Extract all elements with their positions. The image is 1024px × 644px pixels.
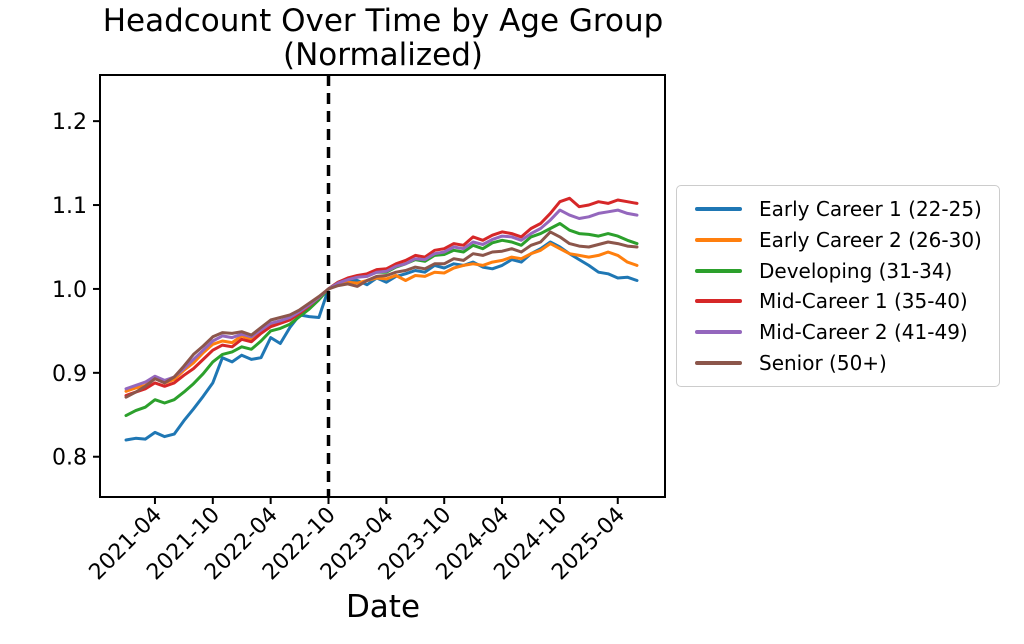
legend-line-swatch — [695, 206, 742, 211]
legend-item: Mid-Career 2 (41-49) — [687, 320, 989, 344]
chart-title: Headcount Over Time by Age Group (Normal… — [100, 4, 666, 72]
y-tick-label: 0.9 — [52, 362, 87, 387]
series-line-senior-50 — [124, 230, 639, 399]
legend-item: Developing (31-34) — [687, 259, 989, 283]
x-axis-label: Date — [345, 589, 421, 625]
chart-title-line1: Headcount Over Time by Age Group — [102, 3, 664, 39]
legend-item: Early Career 1 (22-25) — [687, 197, 989, 221]
legend-label: Early Career 2 (26-30) — [759, 227, 982, 252]
y-tick-label: 1.1 — [52, 194, 87, 219]
legend: Early Career 1 (22-25) Early Career 2 (26… — [676, 185, 1000, 387]
y-tick-label: 1.2 — [52, 110, 87, 135]
plot-frame — [99, 74, 666, 498]
legend-line-swatch — [695, 237, 742, 242]
legend-line-swatch — [695, 268, 742, 273]
legend-label: Early Career 1 (22-25) — [759, 196, 982, 221]
legend-label: Mid-Career 2 (41-49) — [759, 320, 968, 345]
legend-line-swatch — [695, 299, 742, 304]
legend-item: Mid-Career 1 (35-40) — [687, 289, 989, 313]
legend-item: Senior (50+) — [687, 351, 989, 375]
legend-line-swatch — [695, 330, 742, 335]
y-tick-label: 1.0 — [52, 278, 87, 303]
chart-title-line2: (Normalized) — [283, 37, 483, 73]
series-line-mid-career-2-41-49 — [124, 208, 639, 391]
legend-label: Senior (50+) — [759, 351, 887, 376]
legend-label: Mid-Career 1 (35-40) — [759, 289, 968, 314]
legend-line-swatch — [695, 361, 742, 366]
series-line-developing-31-34 — [124, 222, 639, 418]
legend-item: Early Career 2 (26-30) — [687, 228, 989, 252]
series-line-mid-career-1-35-40 — [124, 196, 639, 397]
y-tick-label: 0.8 — [52, 446, 87, 471]
series-line-early-career-2-26-30 — [124, 242, 639, 393]
legend-label: Developing (31-34) — [759, 258, 953, 283]
